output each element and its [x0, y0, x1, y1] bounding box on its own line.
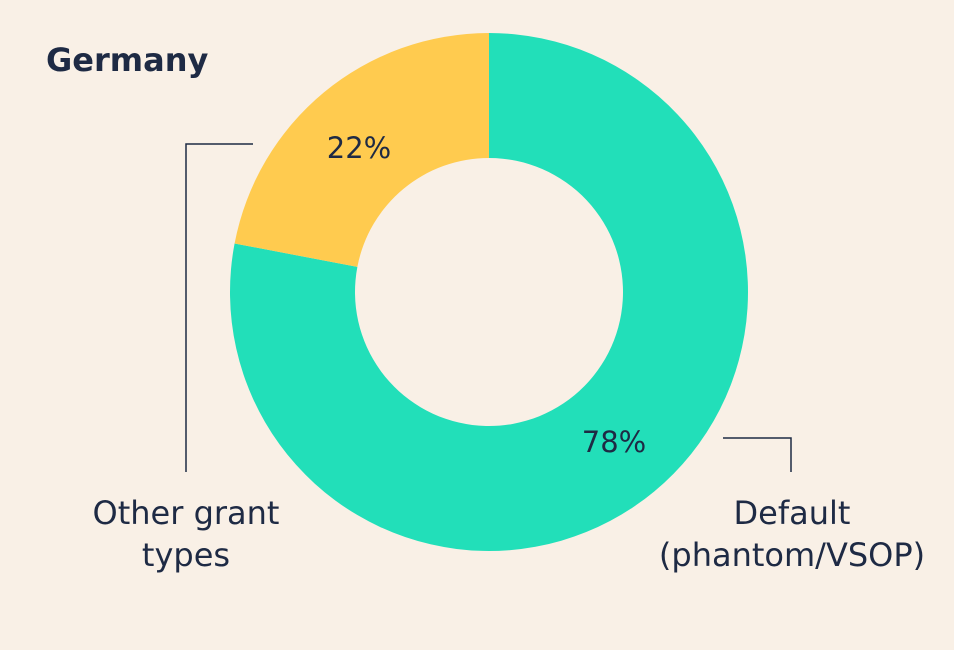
category-label-other-line1: Other grant — [93, 494, 280, 532]
donut-slice-default — [230, 33, 749, 551]
slice-value-label-default: 78% — [582, 425, 646, 459]
category-label-default-line1: Default — [734, 494, 851, 532]
donut-slice-other — [234, 33, 489, 267]
leader-line-default — [723, 437, 792, 472]
category-label-default-line2: (phantom/VSOP) — [659, 536, 925, 574]
donut-slices — [230, 33, 749, 551]
category-label-other-line2: types — [142, 536, 230, 574]
leader-line-other — [185, 143, 253, 472]
chart-title: Germany — [46, 41, 208, 79]
slice-value-label-other: 22% — [327, 131, 391, 165]
